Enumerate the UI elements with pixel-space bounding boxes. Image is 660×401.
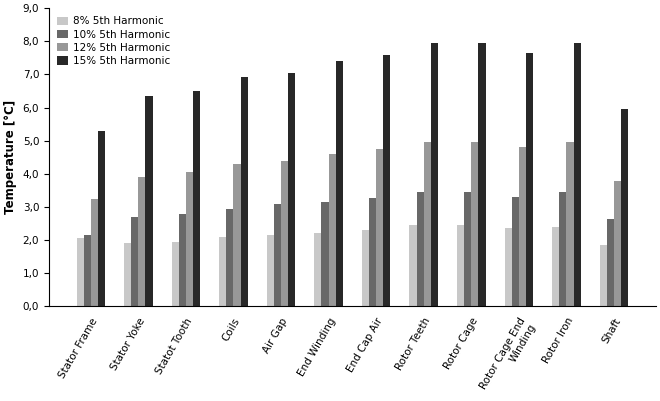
Bar — [574, 43, 581, 306]
Bar — [431, 43, 438, 306]
Bar — [478, 43, 486, 306]
Bar — [314, 233, 321, 306]
Legend: 8% 5th Harmonic, 10% 5th Harmonic, 12% 5th Harmonic, 15% 5th Harmonic: 8% 5th Harmonic, 10% 5th Harmonic, 12% 5… — [54, 13, 174, 69]
Bar — [91, 198, 98, 306]
Bar — [383, 55, 391, 306]
Bar — [179, 213, 186, 306]
Bar — [566, 142, 574, 306]
Bar — [526, 53, 533, 306]
Bar — [471, 142, 478, 306]
Bar — [505, 229, 512, 306]
Bar — [321, 202, 329, 306]
Bar — [519, 147, 526, 306]
Bar — [512, 197, 519, 306]
Bar — [131, 217, 139, 306]
Bar — [98, 132, 105, 306]
Bar — [464, 192, 471, 306]
Bar — [621, 109, 628, 306]
Bar — [219, 237, 226, 306]
Bar — [457, 225, 464, 306]
Bar — [172, 242, 179, 306]
Bar — [139, 177, 145, 306]
Y-axis label: Temperature [°C]: Temperature [°C] — [4, 100, 17, 214]
Bar — [376, 149, 383, 306]
Bar — [84, 235, 91, 306]
Bar — [281, 160, 288, 306]
Bar — [226, 209, 234, 306]
Bar — [409, 225, 416, 306]
Bar — [336, 61, 343, 306]
Bar — [193, 91, 200, 306]
Bar — [274, 204, 281, 306]
Bar — [77, 238, 84, 306]
Bar — [607, 219, 614, 306]
Bar — [600, 245, 607, 306]
Bar — [145, 96, 152, 306]
Bar — [288, 73, 295, 306]
Bar — [416, 192, 424, 306]
Bar — [186, 172, 193, 306]
Bar — [559, 192, 566, 306]
Bar — [369, 198, 376, 306]
Bar — [241, 77, 248, 306]
Bar — [362, 230, 369, 306]
Bar — [424, 142, 431, 306]
Bar — [267, 235, 274, 306]
Bar — [124, 243, 131, 306]
Bar — [329, 154, 336, 306]
Bar — [614, 181, 621, 306]
Bar — [552, 227, 559, 306]
Bar — [234, 164, 241, 306]
